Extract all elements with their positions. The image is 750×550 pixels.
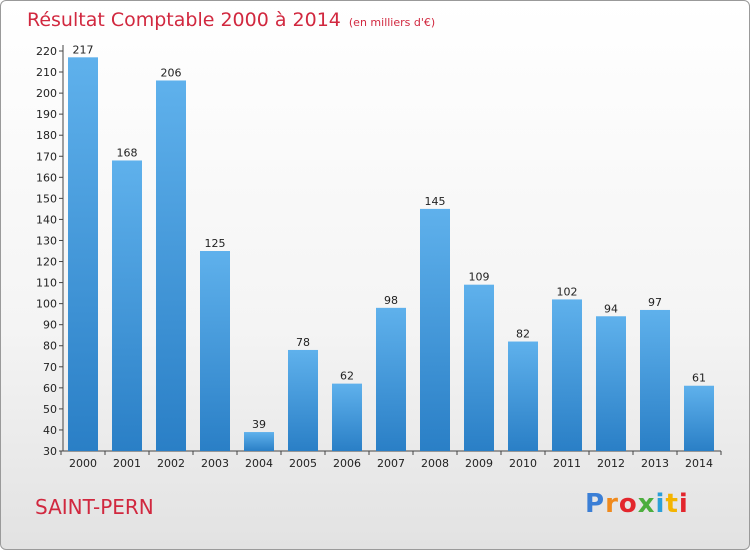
bar xyxy=(640,309,670,451)
y-tick-label: 170 xyxy=(36,150,57,163)
chart-title: Résultat Comptable 2000 à 2014 xyxy=(27,9,341,31)
bar xyxy=(332,383,362,451)
y-tick-label: 30 xyxy=(43,445,57,458)
x-tick-label: 2004 xyxy=(245,457,273,470)
bar xyxy=(420,208,450,451)
x-tick-label: 2007 xyxy=(377,457,405,470)
y-tick-label: 70 xyxy=(43,361,57,374)
logo-letter: P xyxy=(585,489,606,519)
data-label: 97 xyxy=(648,296,662,309)
x-tick-label: 2001 xyxy=(113,457,141,470)
data-label: 109 xyxy=(469,271,490,284)
y-tick-label: 140 xyxy=(36,213,57,226)
y-tick-label: 150 xyxy=(36,192,57,205)
y-tick-label: 160 xyxy=(36,171,57,184)
data-label: 82 xyxy=(516,328,530,341)
x-tick-label: 2009 xyxy=(465,457,493,470)
bar xyxy=(200,251,230,451)
bar xyxy=(464,284,494,451)
logo-letter: i xyxy=(655,489,666,519)
bar xyxy=(596,316,626,451)
data-label: 61 xyxy=(692,372,706,385)
bar xyxy=(156,80,186,451)
y-tick-label: 90 xyxy=(43,319,57,332)
y-tick-label: 120 xyxy=(36,256,57,269)
bar xyxy=(376,307,406,451)
data-label: 39 xyxy=(252,418,266,431)
y-tick-label: 190 xyxy=(36,108,57,121)
data-label: 168 xyxy=(117,146,138,159)
data-label: 206 xyxy=(161,66,182,79)
x-tick-label: 2008 xyxy=(421,457,449,470)
data-label: 145 xyxy=(425,195,446,208)
y-tick-label: 60 xyxy=(43,382,57,395)
x-tick-label: 2010 xyxy=(509,457,537,470)
data-label: 98 xyxy=(384,294,398,307)
x-tick-label: 2006 xyxy=(333,457,361,470)
data-label: 102 xyxy=(557,285,578,298)
y-tick-label: 130 xyxy=(36,234,57,247)
x-tick-label: 2012 xyxy=(597,457,625,470)
logo-letter: o xyxy=(618,489,638,519)
y-tick-label: 80 xyxy=(43,340,57,353)
y-tick-label: 40 xyxy=(43,424,57,437)
x-tick-label: 2003 xyxy=(201,457,229,470)
x-tick-label: 2000 xyxy=(69,457,97,470)
data-label: 78 xyxy=(296,336,310,349)
x-tick-label: 2013 xyxy=(641,457,669,470)
bar xyxy=(684,385,714,451)
y-tick-label: 220 xyxy=(36,45,57,58)
logo-letter: t xyxy=(665,489,679,519)
chart-unit: (en milliers d'€) xyxy=(348,16,436,29)
y-tick-label: 210 xyxy=(36,66,57,79)
bar xyxy=(288,349,318,451)
logo-letter: i xyxy=(678,489,689,519)
y-tick-label: 50 xyxy=(43,403,57,416)
x-tick-label: 2002 xyxy=(157,457,185,470)
x-tick-label: 2011 xyxy=(553,457,581,470)
data-label: 62 xyxy=(340,370,354,383)
x-tick-label: 2014 xyxy=(685,457,713,470)
x-tick-label: 2005 xyxy=(289,457,317,470)
data-label: 217 xyxy=(73,43,94,56)
logo-letter: x xyxy=(637,489,656,519)
logo-letter: r xyxy=(605,489,619,519)
y-tick-label: 100 xyxy=(36,298,57,311)
y-tick-label: 180 xyxy=(36,129,57,142)
data-label: 94 xyxy=(604,302,618,315)
y-tick-label: 200 xyxy=(36,87,57,100)
place-name: SAINT-PERN xyxy=(35,495,154,519)
bar xyxy=(244,432,274,451)
bars: 217 168 206 125 39 78 62 98 145 109 82 102 94 97 61 xyxy=(68,43,714,451)
data-label: 125 xyxy=(205,237,226,250)
y-tick-label: 110 xyxy=(36,277,57,290)
bar xyxy=(112,160,142,451)
proxiti-logo[interactable]: Proxiti xyxy=(585,489,689,519)
bar xyxy=(68,57,98,451)
bar xyxy=(508,341,538,451)
bar xyxy=(552,299,582,451)
chart-header: Résultat Comptable 2000 à 2014 (en millie… xyxy=(27,9,435,31)
